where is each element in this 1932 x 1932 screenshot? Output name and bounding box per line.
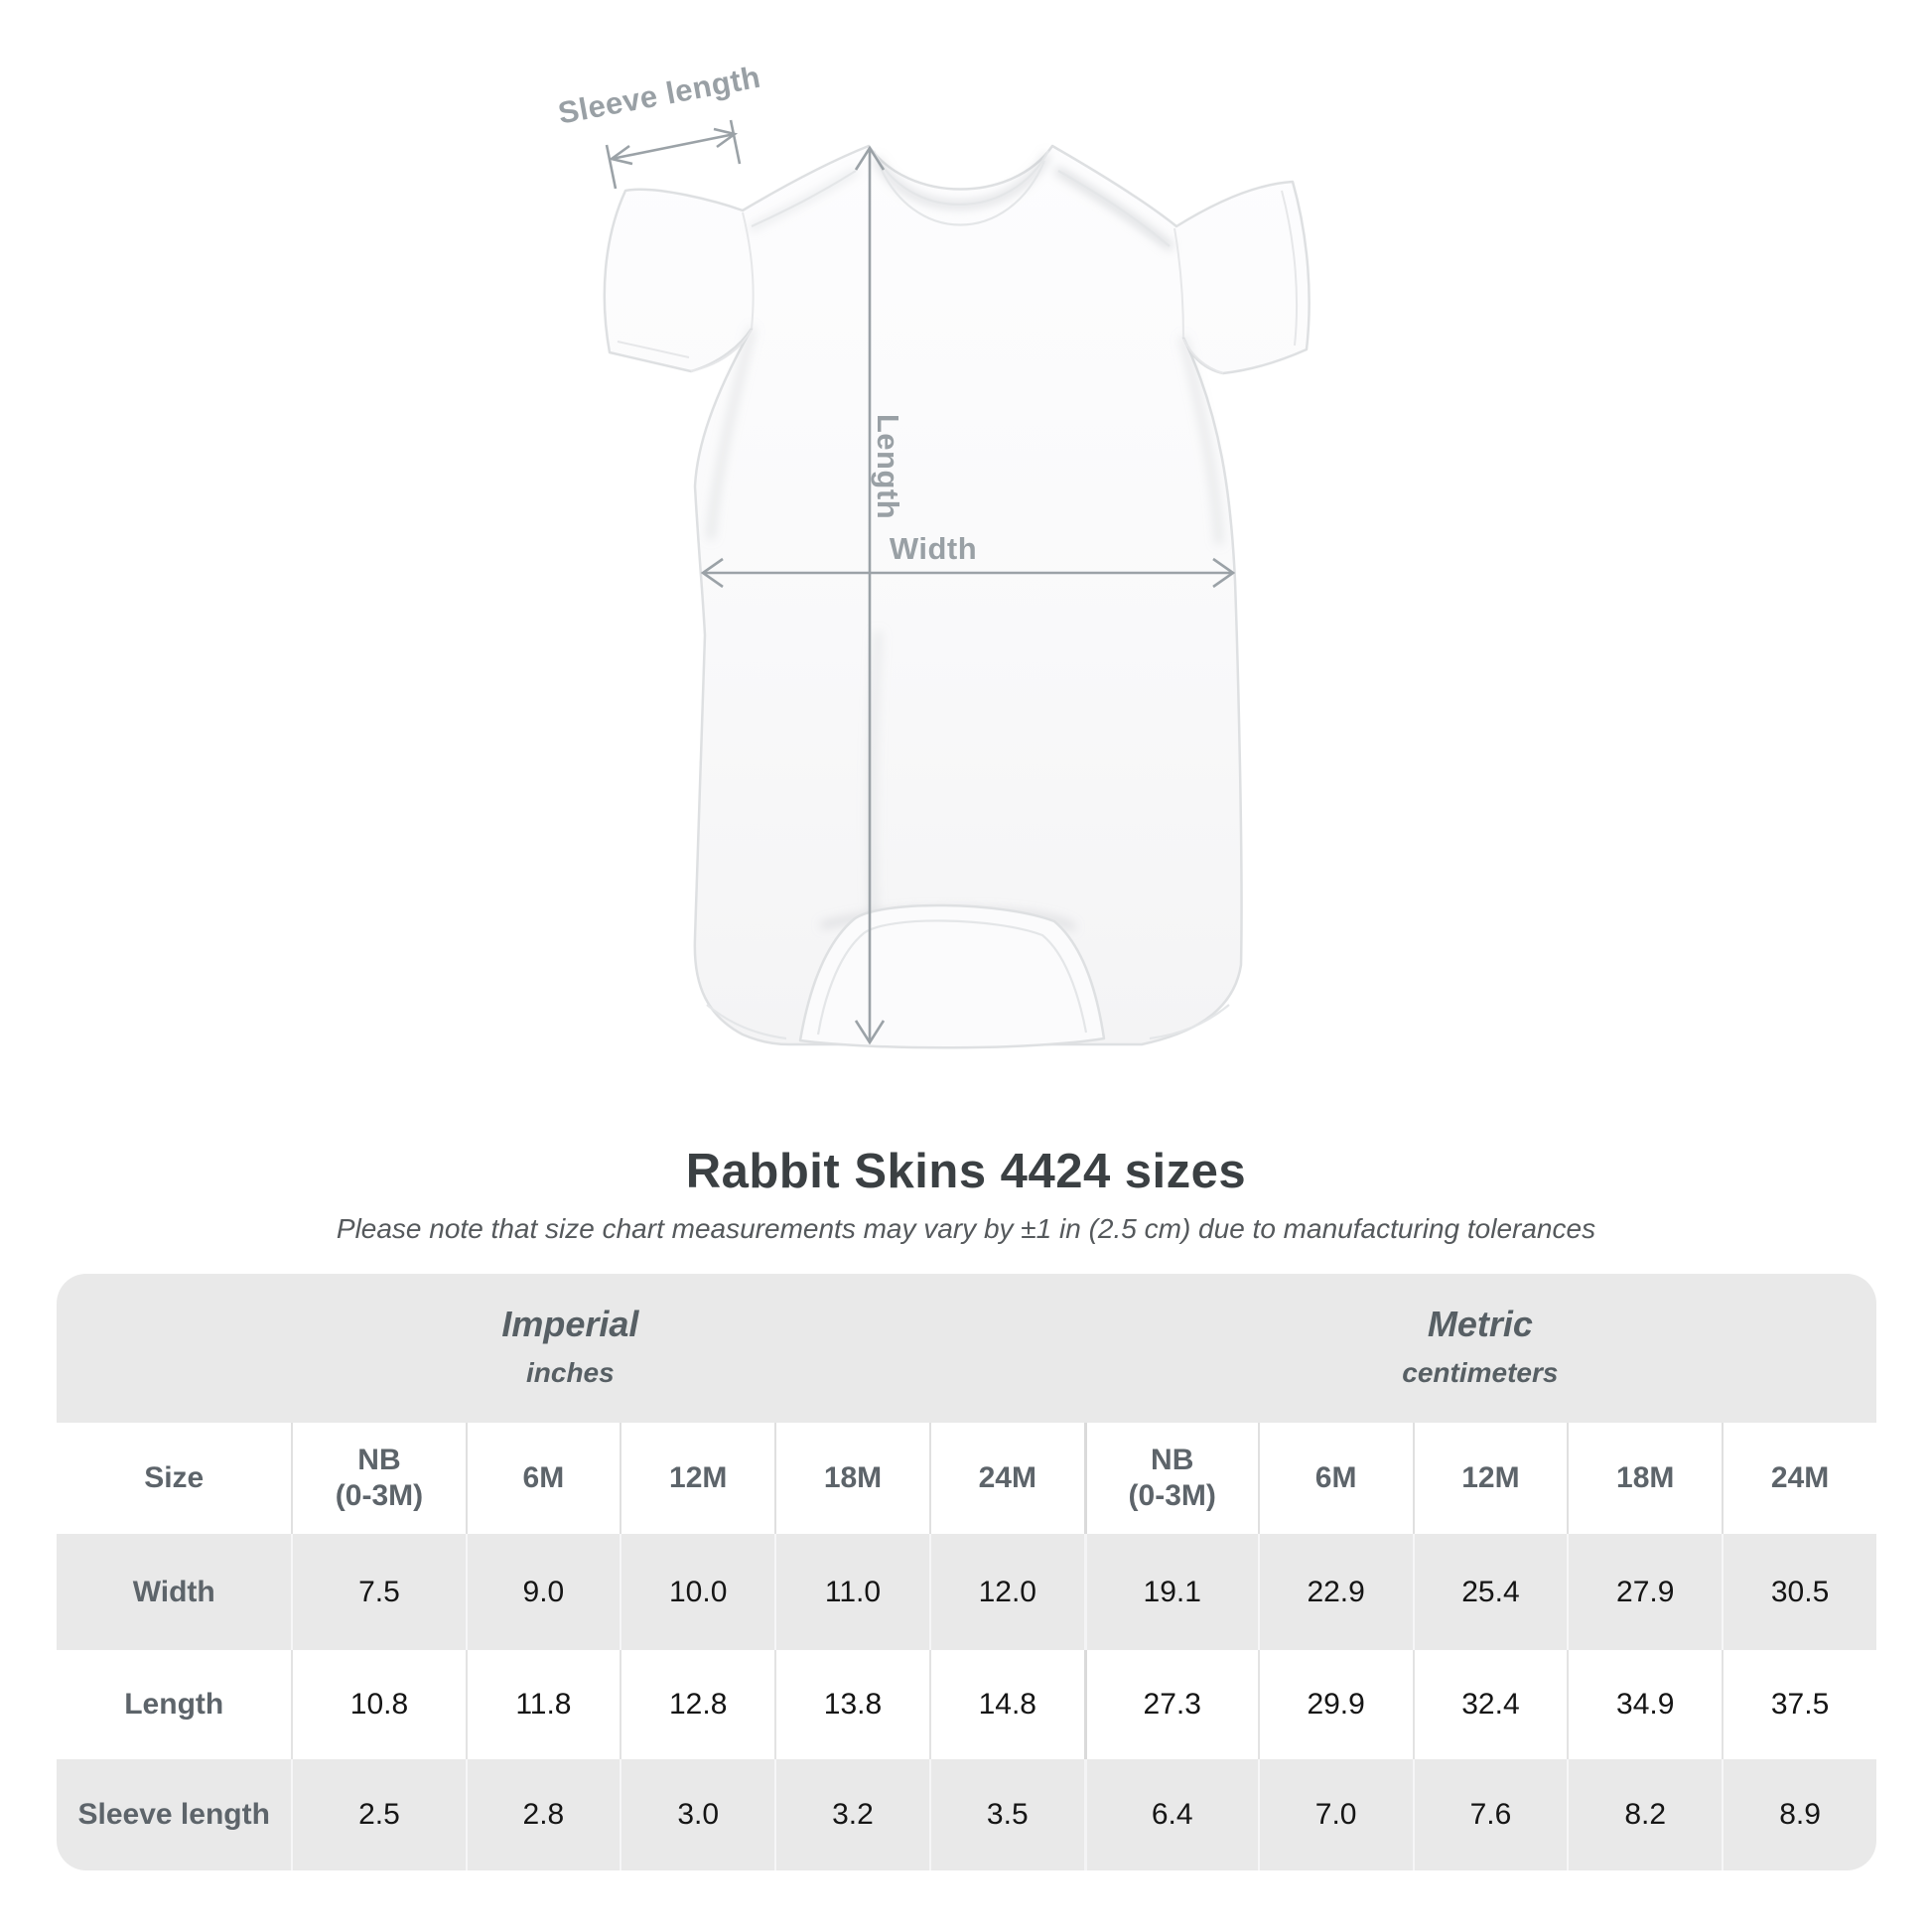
cell: 12.8 bbox=[620, 1650, 775, 1759]
cell: 3.5 bbox=[928, 1759, 1084, 1870]
imperial-unit-label: inches bbox=[525, 1357, 615, 1388]
size-header-row: Size NB (0-3M) 6M 12M 18M 24M NB (0-3M) … bbox=[57, 1423, 1876, 1534]
page-title: Rabbit Skins 4424 sizes bbox=[685, 1145, 1247, 1198]
cell: 11.8 bbox=[465, 1650, 621, 1759]
cell: 34.9 bbox=[1567, 1650, 1723, 1759]
cell: 8.2 bbox=[1567, 1759, 1723, 1870]
table-row-sleeve-length: Sleeve length 2.5 2.8 3.0 3.2 3.5 6.4 7.… bbox=[57, 1759, 1876, 1870]
size-table-grid: Imperial inches Metric centimeters Size … bbox=[57, 1274, 1876, 1870]
col-imperial-12m: 12M bbox=[620, 1423, 775, 1534]
cell: 7.6 bbox=[1412, 1759, 1568, 1870]
cell: 25.4 bbox=[1412, 1534, 1568, 1650]
cell: 3.2 bbox=[774, 1759, 929, 1870]
col-imperial-24m: 24M bbox=[928, 1423, 1084, 1534]
cell: 9.0 bbox=[465, 1534, 621, 1650]
width-label: Width bbox=[890, 531, 977, 566]
cell: 6.4 bbox=[1083, 1759, 1258, 1870]
cell: 2.8 bbox=[465, 1759, 621, 1870]
row-label: Sleeve length bbox=[57, 1759, 292, 1870]
cell: 7.5 bbox=[291, 1534, 466, 1650]
col-metric-nb: NB (0-3M) bbox=[1083, 1423, 1258, 1534]
size-column-header: Size bbox=[57, 1423, 292, 1534]
table-row-length: Length 10.8 11.8 12.8 13.8 14.8 27.3 29.… bbox=[57, 1650, 1876, 1759]
table-row-width: Width 7.5 9.0 10.0 11.0 12.0 19.1 22.9 2… bbox=[57, 1534, 1876, 1650]
metric-unit-label: centimeters bbox=[1402, 1357, 1559, 1388]
cell: 22.9 bbox=[1257, 1534, 1413, 1650]
unit-system-row: Imperial inches Metric centimeters bbox=[57, 1274, 1876, 1423]
armhole-seams bbox=[690, 211, 1224, 374]
col-metric-18m: 18M bbox=[1567, 1423, 1723, 1534]
bodysuit-diagram: Sleeve length Length Width bbox=[555, 60, 1311, 1049]
col-imperial-6m: 6M bbox=[465, 1423, 621, 1534]
cell: 13.8 bbox=[774, 1650, 929, 1759]
width-dimension-line bbox=[700, 557, 1236, 589]
col-imperial-nb: NB (0-3M) bbox=[291, 1423, 466, 1534]
cell: 37.5 bbox=[1722, 1650, 1876, 1759]
cell: 30.5 bbox=[1722, 1534, 1876, 1650]
cell: 27.3 bbox=[1083, 1650, 1258, 1759]
cell: 19.1 bbox=[1083, 1534, 1258, 1650]
cell: 29.9 bbox=[1257, 1650, 1413, 1759]
leg-bindings bbox=[706, 1004, 1230, 1040]
cuff-seams bbox=[617, 190, 1299, 358]
measurement-annotations bbox=[605, 119, 1236, 1045]
cell: 14.8 bbox=[928, 1650, 1084, 1759]
size-table: Imperial inches Metric centimeters Size … bbox=[57, 1274, 1876, 1870]
cell: 7.0 bbox=[1257, 1759, 1413, 1870]
sleeve-length-label: Sleeve length bbox=[555, 60, 762, 131]
imperial-label: Imperial bbox=[501, 1304, 639, 1344]
neckline-detail bbox=[751, 150, 1171, 247]
cell: 3.0 bbox=[620, 1759, 775, 1870]
metric-label: Metric bbox=[1427, 1304, 1533, 1344]
sleeve-dimension-line bbox=[605, 119, 742, 190]
cell: 32.4 bbox=[1412, 1650, 1568, 1759]
cell: 8.9 bbox=[1722, 1759, 1876, 1870]
cell: 10.8 bbox=[291, 1650, 466, 1759]
row-label: Length bbox=[57, 1650, 292, 1759]
length-label: Length bbox=[871, 414, 905, 519]
imperial-group-header: Imperial inches bbox=[57, 1274, 1084, 1423]
cell: 12.0 bbox=[928, 1534, 1084, 1650]
cell: 10.0 bbox=[620, 1534, 775, 1650]
cell: 27.9 bbox=[1567, 1534, 1723, 1650]
crotch-flap bbox=[798, 903, 1106, 1049]
metric-group-header: Metric centimeters bbox=[1083, 1274, 1876, 1423]
length-dimension-line bbox=[854, 145, 886, 1045]
cell: 11.0 bbox=[774, 1534, 929, 1650]
col-metric-6m: 6M bbox=[1257, 1423, 1413, 1534]
cell: 2.5 bbox=[291, 1759, 466, 1870]
col-imperial-18m: 18M bbox=[774, 1423, 929, 1534]
tolerance-note: Please note that size chart measurements… bbox=[336, 1213, 1596, 1244]
bodysuit-outline bbox=[603, 144, 1311, 1049]
col-metric-24m: 24M bbox=[1722, 1423, 1876, 1534]
col-metric-12m: 12M bbox=[1412, 1423, 1568, 1534]
row-label: Width bbox=[57, 1534, 292, 1650]
